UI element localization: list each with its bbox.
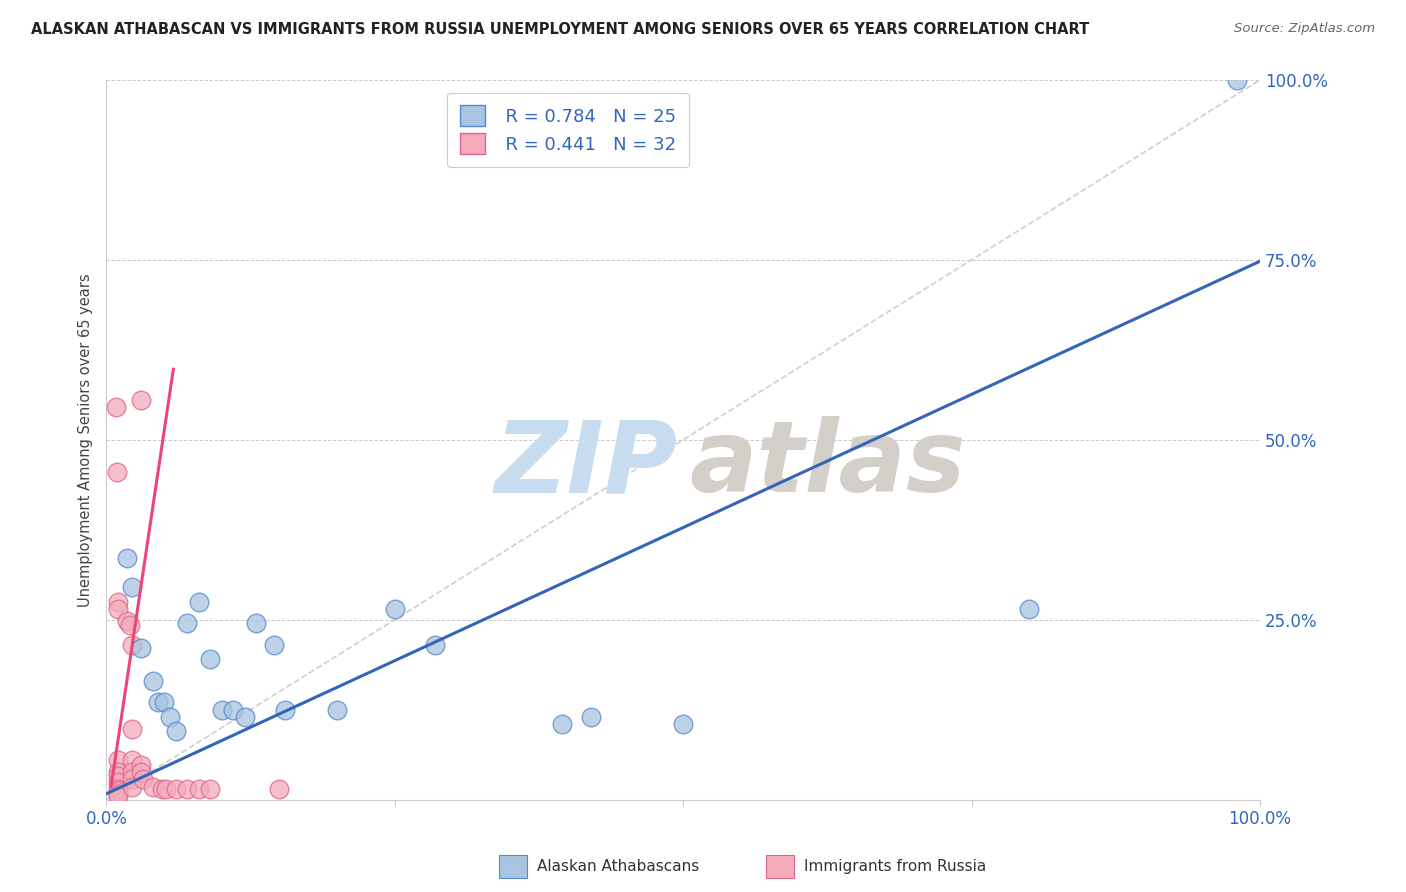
Point [326, 702, 349, 716]
Point [263, 638, 285, 652]
Point [148, 695, 170, 709]
Point [121, 580, 143, 594]
Point [187, 781, 209, 796]
Point [551, 717, 574, 731]
Point [129, 393, 152, 408]
Point [672, 717, 695, 731]
Point [121, 772, 143, 787]
Point [121, 765, 143, 780]
Point [121, 753, 143, 767]
Point [269, 781, 291, 796]
Point [129, 641, 152, 656]
Legend:   R = 0.784   N = 25,   R = 0.441   N = 32: R = 0.784 N = 25, R = 0.441 N = 32 [447, 93, 689, 167]
Point [105, 465, 128, 479]
Point [187, 594, 209, 608]
Point [115, 551, 138, 566]
Point [245, 616, 267, 631]
Point [107, 781, 129, 796]
Point [176, 781, 198, 796]
Point [155, 781, 177, 796]
Point [200, 652, 222, 666]
Point [200, 781, 222, 796]
Point [1226, 73, 1249, 87]
Point [107, 765, 129, 780]
Point [1018, 602, 1040, 616]
Point [121, 780, 143, 794]
Point [211, 702, 233, 716]
Point [118, 618, 141, 632]
Point [142, 673, 165, 688]
Point [104, 401, 127, 415]
Point [384, 602, 406, 616]
Point [153, 695, 176, 709]
Point [107, 770, 129, 784]
Text: Alaskan Athabascans: Alaskan Athabascans [537, 859, 699, 873]
Point [107, 789, 129, 803]
Point [233, 710, 256, 724]
Point [165, 781, 187, 796]
Point [159, 710, 181, 724]
Text: atlas: atlas [689, 417, 966, 514]
Text: Immigrants from Russia: Immigrants from Russia [804, 859, 987, 873]
Point [107, 594, 129, 608]
Point [107, 753, 129, 767]
Point [165, 724, 187, 739]
Text: ALASKAN ATHABASCAN VS IMMIGRANTS FROM RUSSIA UNEMPLOYMENT AMONG SENIORS OVER 65 : ALASKAN ATHABASCAN VS IMMIGRANTS FROM RU… [31, 22, 1090, 37]
Y-axis label: Unemployment Among Seniors over 65 years: Unemployment Among Seniors over 65 years [79, 273, 93, 607]
Point [274, 702, 297, 716]
Point [121, 722, 143, 736]
Point [222, 702, 245, 716]
Point [579, 710, 602, 724]
Point [142, 780, 165, 794]
Point [107, 602, 129, 616]
Point [425, 638, 447, 652]
Point [121, 638, 143, 652]
Text: ZIP: ZIP [495, 417, 678, 514]
Point [129, 765, 152, 780]
Point [132, 772, 155, 787]
Point [115, 614, 138, 628]
Point [129, 758, 152, 772]
Point [150, 781, 173, 796]
Point [107, 787, 129, 801]
Text: Source: ZipAtlas.com: Source: ZipAtlas.com [1234, 22, 1375, 36]
Point [176, 616, 198, 631]
Point [107, 774, 129, 789]
Point [107, 784, 129, 798]
